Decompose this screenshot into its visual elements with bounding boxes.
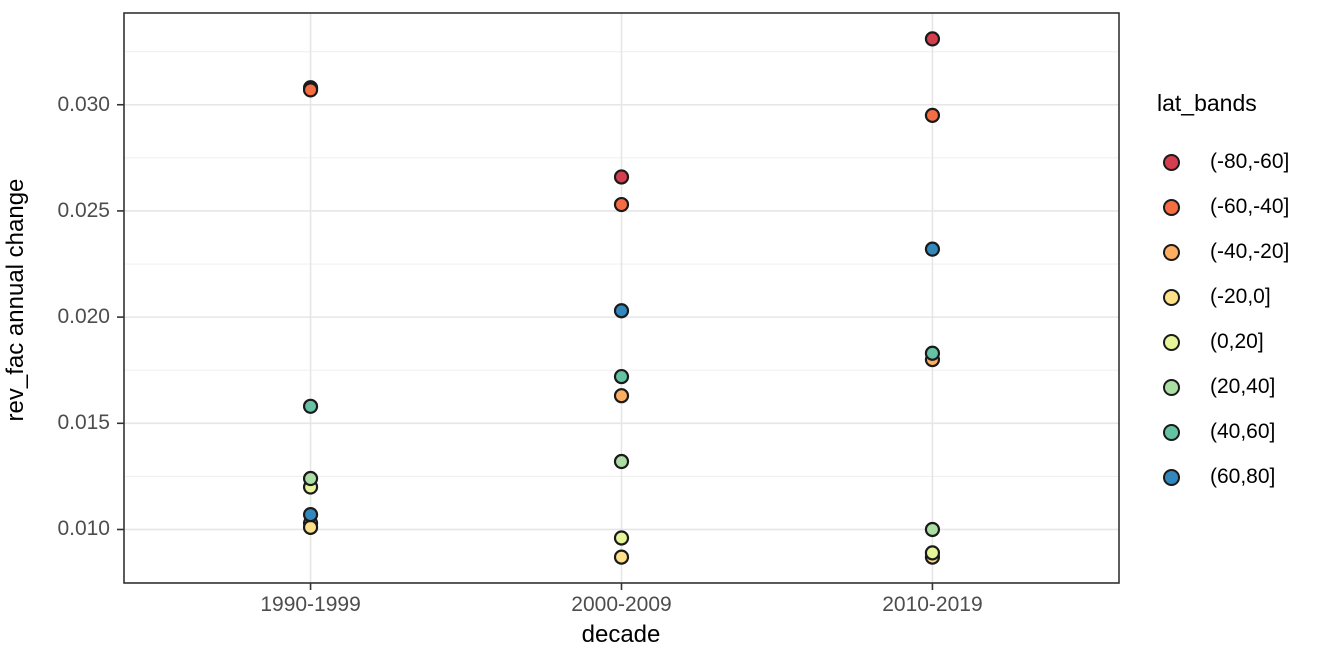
legend-key-icon [1163,153,1180,171]
legend-title: lat_bands [1157,90,1257,116]
x-axis-title: decade [581,621,661,648]
legend-item: (-80,-60] [1157,150,1290,173]
y-tick-label: 0.025 [57,198,110,222]
legend-item: (-40,-20] [1157,240,1290,263]
y-axis-title: rev_fac annual change [2,178,29,422]
data-point [924,545,941,561]
legend-item: (-60,-40] [1157,195,1290,218]
legend-item: (40,60] [1157,420,1289,443]
legend-items: (-80,-60] (-60,-40] (-40,-20] (-20,0] (0,20]… [1157,150,1290,488]
legend-item: (60,80] [1157,465,1289,488]
legend-key-icon [1163,423,1180,441]
data-point [302,519,319,535]
legend-item-label: (-40,-20] [1210,240,1290,263]
legend-item-label: (40,60] [1210,420,1276,443]
data-point [613,530,630,546]
legend-item-label: (-60,-40] [1210,195,1290,218]
legend-item: (-20,0] [1157,285,1289,308]
legend-item: (0,20] [1157,330,1289,353]
legend-key-icon [1163,243,1180,261]
legend-item-label: (20,40] [1210,375,1276,398]
y-tick-label: 0.030 [57,92,110,116]
legend-item-label: (-80,-60] [1210,150,1290,173]
legend-key-icon [1163,333,1180,351]
data-point [613,169,630,185]
legend-item-label: (-20,0] [1210,285,1271,308]
legend-item-label: (60,80] [1210,465,1276,488]
data-point [613,453,630,470]
x-tick-label: 1990-1999 [260,593,361,616]
y-tick-label: 0.015 [57,411,110,435]
data-point [613,196,630,213]
data-point [613,549,630,565]
x-tick-label: 2000-2009 [571,593,672,616]
y-tick-label: 0.020 [57,305,110,329]
data-point [613,368,630,385]
data-point [302,470,319,487]
data-point [924,521,941,538]
legend-item: (20,40] [1157,375,1289,398]
data-point [302,82,319,98]
data-point [924,31,941,47]
data-point [302,507,319,523]
panel-border [123,12,1120,584]
data-point [613,388,630,404]
legend-key-icon [1163,288,1180,306]
data-point [302,398,319,414]
legend-item-label: (0,20] [1210,330,1264,353]
legend-key-icon [1163,378,1180,396]
legend-key-icon [1163,468,1180,486]
data-point [924,107,941,123]
x-tick-label: 2010-2019 [882,593,983,616]
y-tick-label: 0.010 [57,517,110,541]
legend: lat_bands (-80,-60] (-60,-40] (-40,-20] (-2… [1157,90,1289,511]
legend-key-icon [1163,198,1180,216]
data-point [924,345,941,361]
data-point [924,241,941,257]
data-point [613,303,630,319]
